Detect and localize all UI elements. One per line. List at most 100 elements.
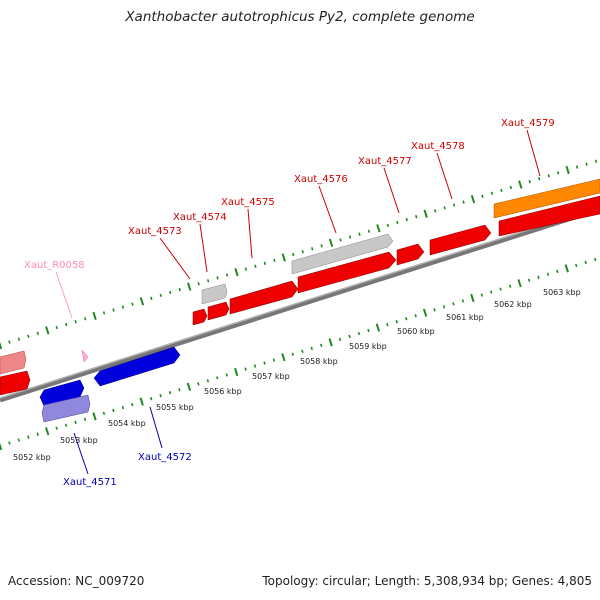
minor-tick xyxy=(396,220,399,225)
major-tick xyxy=(517,279,522,288)
minor-tick xyxy=(216,276,219,280)
gene-label-4576[interactable]: Xaut_4576 xyxy=(294,174,348,185)
minor-tick xyxy=(17,438,21,442)
major-tick xyxy=(518,180,523,189)
major-tick xyxy=(139,297,145,306)
gene-arrow-4572[interactable] xyxy=(93,346,181,387)
minor-tick xyxy=(405,217,408,222)
minor-tick xyxy=(83,317,87,321)
gene-arrow-forward-left[interactable] xyxy=(0,370,31,396)
scale-label-5054: 5054 kbp xyxy=(108,419,146,428)
minor-tick xyxy=(339,238,342,242)
minor-tick xyxy=(206,379,210,383)
minor-tick xyxy=(508,284,512,288)
major-tick xyxy=(281,353,286,362)
rna-marker-R0058[interactable] xyxy=(81,349,89,363)
gene-label-4579[interactable]: Xaut_4579 xyxy=(501,118,555,129)
minor-tick xyxy=(386,223,390,228)
minor-tick xyxy=(83,417,87,422)
minor-tick xyxy=(225,273,229,277)
minor-tick xyxy=(452,203,456,207)
gene-arrow-4576[interactable] xyxy=(297,251,397,294)
minor-tick xyxy=(443,206,446,210)
minor-tick xyxy=(538,177,541,181)
scale-label-5059: 5059 kbp xyxy=(349,342,387,351)
label-connectors xyxy=(55,129,541,475)
forward-features xyxy=(0,178,600,396)
connector-4578 xyxy=(436,152,453,200)
minor-tick xyxy=(27,435,30,439)
feature-grey-long[interactable] xyxy=(291,233,394,275)
connector-4579 xyxy=(526,129,541,177)
minor-tick xyxy=(55,325,58,330)
minor-tick xyxy=(594,159,598,163)
minor-tick xyxy=(575,263,578,268)
minor-tick xyxy=(272,358,276,362)
minor-tick xyxy=(433,308,436,312)
major-tick xyxy=(281,253,286,262)
connector-4577 xyxy=(383,167,400,214)
minor-tick xyxy=(159,293,163,298)
major-tick xyxy=(45,427,50,436)
major-tick xyxy=(187,282,192,291)
connector-4571 xyxy=(73,432,89,475)
minor-tick xyxy=(121,305,125,309)
minor-tick xyxy=(102,311,106,315)
feature-orange[interactable] xyxy=(493,178,600,219)
minor-tick xyxy=(528,179,531,184)
minor-tick xyxy=(442,305,446,309)
connector-4576 xyxy=(318,185,337,234)
minor-tick xyxy=(244,367,247,371)
gene-arrow-4575[interactable] xyxy=(229,280,299,315)
minor-tick xyxy=(481,194,484,198)
minor-tick xyxy=(395,319,398,324)
scale-labels: 5052 kbp 5053 kbp 5054 kbp 5055 kbp 5056… xyxy=(13,288,581,462)
gene-label-4572[interactable]: Xaut_4572 xyxy=(138,452,192,463)
major-tick xyxy=(470,195,476,204)
connector-4574 xyxy=(199,223,208,273)
scale-label-5052: 5052 kbp xyxy=(13,453,51,462)
gene-label-4578[interactable]: Xaut_4578 xyxy=(411,141,465,152)
major-tick xyxy=(234,367,239,377)
minor-tick xyxy=(55,426,58,430)
gene-arrow-4578[interactable] xyxy=(429,224,492,256)
minor-tick xyxy=(415,214,418,219)
gene-label-4571[interactable]: Xaut_4571 xyxy=(63,477,117,488)
major-tick xyxy=(423,209,428,218)
gene-label-4574[interactable]: Xaut_4574 xyxy=(173,212,227,223)
gene-arrow-pale-forward[interactable] xyxy=(0,350,27,375)
scale-label-5058: 5058 kbp xyxy=(300,357,338,366)
gene-label-4577[interactable]: Xaut_4577 xyxy=(358,156,412,167)
major-tick xyxy=(328,238,334,248)
gene-label-4573[interactable]: Xaut_4573 xyxy=(128,226,182,237)
minor-tick xyxy=(65,322,68,327)
gene-label-R0058[interactable]: Xaut_R0058 xyxy=(24,260,85,271)
rna-feature-lavender[interactable] xyxy=(41,394,91,423)
major-tick xyxy=(470,293,475,303)
major-tick xyxy=(234,267,239,277)
minor-tick xyxy=(27,334,30,338)
gene-arrow-4574[interactable] xyxy=(207,301,230,321)
minor-tick xyxy=(197,282,200,286)
gene-arrow-4577[interactable] xyxy=(396,243,425,266)
scale-label-5060: 5060 kbp xyxy=(397,327,435,336)
scale-label-5056: 5056 kbp xyxy=(204,387,242,396)
gene-arrow-4573[interactable] xyxy=(192,308,208,326)
accession-text: Accession: NC_009720 xyxy=(8,574,145,588)
minor-tick xyxy=(311,247,314,251)
gene-arrow-4579[interactable] xyxy=(498,195,600,237)
feature-grey-small[interactable] xyxy=(201,283,228,305)
minor-tick xyxy=(291,352,295,356)
minor-tick xyxy=(310,346,313,350)
major-tick xyxy=(186,382,192,391)
minor-tick xyxy=(537,275,540,279)
major-tick xyxy=(375,323,381,332)
minor-tick xyxy=(357,331,361,336)
genome-summary-text: Topology: circular; Length: 5,308,934 bp… xyxy=(262,574,592,588)
minor-tick xyxy=(244,267,248,271)
minor-tick xyxy=(273,258,276,263)
minor-tick xyxy=(584,260,587,265)
major-tick xyxy=(92,311,97,320)
gene-label-4575[interactable]: Xaut_4575 xyxy=(221,197,275,208)
minor-tick xyxy=(414,314,417,318)
